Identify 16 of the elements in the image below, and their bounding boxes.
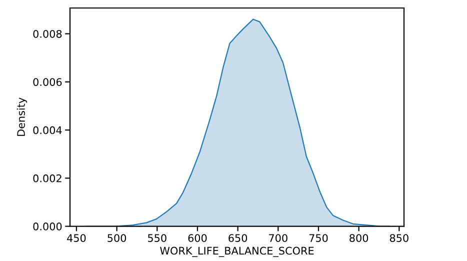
x-tick-label: 850 <box>390 234 408 242</box>
x-tick-label: 700 <box>269 234 288 242</box>
y-tick-label: 0.004 <box>33 126 62 134</box>
x-tick-label: 650 <box>228 234 248 242</box>
x-tick-label: 750 <box>309 234 328 242</box>
x-tick-label: 800 <box>350 234 368 242</box>
y-tick-label: 0.006 <box>33 78 62 86</box>
y-tick-label: 0.008 <box>33 30 62 38</box>
x-tick-label: 600 <box>188 234 207 242</box>
x-tick-label: 500 <box>108 234 126 242</box>
y-tick-label: 0.002 <box>33 174 62 182</box>
y-axis-title: Density <box>16 98 27 136</box>
x-tick-label: 450 <box>67 234 86 242</box>
y-tick-label: 0.000 <box>33 222 62 230</box>
x-tick-label: 550 <box>148 234 166 242</box>
x-axis-title: WORK_LIFE_BALANCE_SCORE <box>160 246 314 257</box>
